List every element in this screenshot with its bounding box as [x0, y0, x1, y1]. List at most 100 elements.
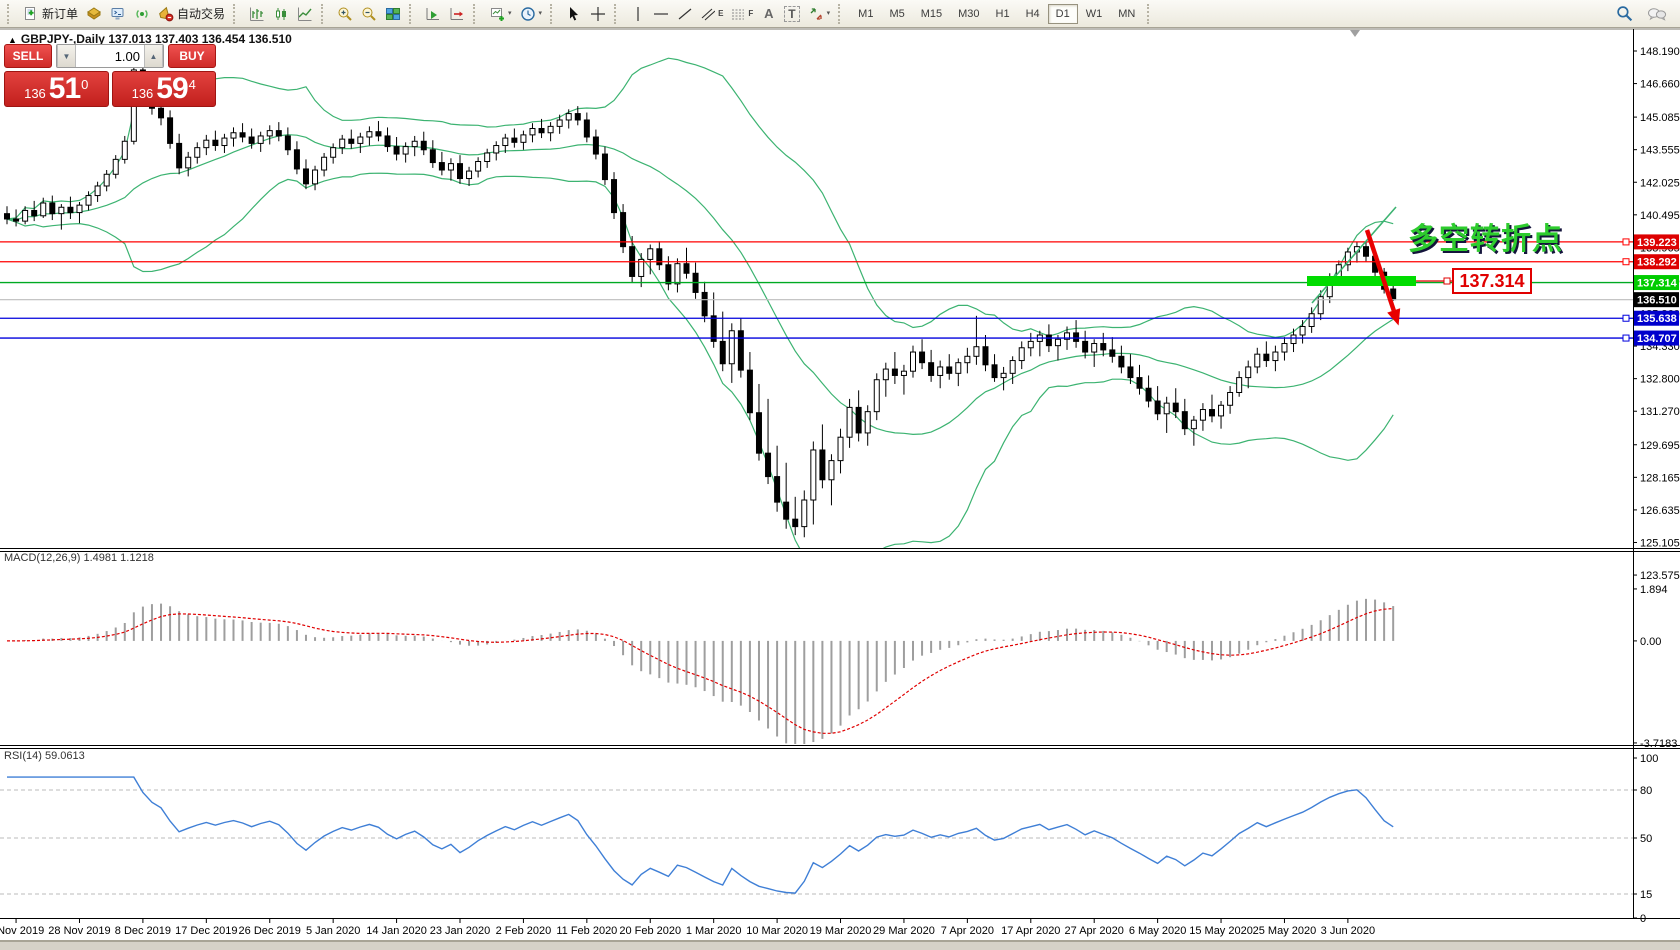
- line-chart-mode-button[interactable]: [293, 3, 317, 25]
- chat-button[interactable]: [1643, 3, 1671, 25]
- bar-chart-mode-button[interactable]: [245, 3, 269, 25]
- horizontal-line-tool-button[interactable]: [649, 3, 673, 25]
- timeframe-m1-button[interactable]: M1: [850, 4, 881, 24]
- channel-tool-button[interactable]: E: [697, 3, 727, 25]
- profiles-button[interactable]: ▾: [516, 3, 547, 25]
- new-chart-button[interactable]: ▾: [485, 3, 516, 25]
- sell-button[interactable]: SELL: [4, 44, 52, 68]
- candle: [837, 436, 844, 462]
- candle: [656, 248, 663, 266]
- svg-text:0: 0: [1640, 913, 1646, 925]
- axes-layer: 148.190 146.660 145.085 143.555 142.025 140.4…: [0, 28, 1680, 941]
- candle: [964, 355, 971, 364]
- signals-button[interactable]: [130, 3, 154, 25]
- fibonacci-icon: [732, 9, 745, 19]
- turning-point-annotation[interactable]: 多空转折点: [1408, 223, 1563, 256]
- horizontal-line-icon: [654, 12, 669, 15]
- timeframe-d1-button[interactable]: D1: [1047, 3, 1078, 24]
- sell-arrow: [1364, 229, 1396, 312]
- price-axis[interactable]: [1633, 29, 1680, 918]
- volume-input[interactable]: [76, 45, 144, 67]
- candle: [1199, 409, 1206, 421]
- market-watch-button[interactable]: [82, 3, 106, 25]
- new-order-button[interactable]: 新订单: [19, 3, 82, 25]
- date-label: 1 Mar 2020: [686, 925, 742, 937]
- candle: [556, 119, 563, 127]
- timeframe-m30-button[interactable]: M30: [950, 4, 987, 24]
- auto-scroll-button[interactable]: [421, 3, 445, 25]
- candle: [946, 366, 953, 374]
- svg-text:140.495: 140.495: [1640, 210, 1680, 222]
- bollinger-band-line: [6, 57, 1394, 339]
- pane-splitter-macd[interactable]: [0, 545, 1680, 552]
- chart-shift-button[interactable]: [445, 3, 469, 25]
- candle: [1308, 313, 1315, 327]
- svg-text:1.894: 1.894: [1640, 584, 1668, 596]
- timeframe-m15-button[interactable]: M15: [913, 4, 950, 24]
- candle: [601, 153, 608, 181]
- candle: [266, 130, 273, 137]
- search-button[interactable]: [1612, 3, 1637, 25]
- zoom-in-icon: [338, 7, 352, 21]
- timeframe-h4-button[interactable]: H4: [1018, 4, 1048, 24]
- candle: [1027, 340, 1034, 349]
- svg-text:-3.7183: -3.7183: [1640, 738, 1677, 750]
- candle: [330, 147, 337, 158]
- candlestick-mode-button[interactable]: [269, 3, 293, 25]
- arrows-tool-button[interactable]: ▾: [804, 3, 835, 25]
- zoom-out-button[interactable]: [357, 3, 381, 25]
- candle: [937, 366, 944, 376]
- candle: [611, 179, 618, 214]
- svg-text:139.223: 139.223: [1637, 237, 1677, 249]
- cursor-tool-button[interactable]: [562, 3, 586, 25]
- zoom-in-button[interactable]: [333, 3, 357, 25]
- text-tool-button[interactable]: A: [757, 3, 780, 25]
- timeframe-m5-button[interactable]: M5: [881, 4, 912, 24]
- price-level-flag[interactable]: 137.314: [1452, 268, 1532, 294]
- buy-button[interactable]: BUY: [168, 44, 216, 68]
- text-tool-icon: A: [764, 6, 774, 21]
- toolbar: 新订单 自动交易: [0, 0, 1680, 28]
- terminal-button[interactable]: [106, 3, 130, 25]
- crosshair-tool-button[interactable]: [586, 3, 610, 25]
- candle: [900, 370, 907, 376]
- rsi-indicator-label: RSI(14) 59.0613: [4, 750, 85, 762]
- trendline-tool-button[interactable]: [673, 3, 697, 25]
- pane-splitter-rsi[interactable]: [0, 742, 1680, 749]
- chevron-down-icon: ▾: [538, 10, 543, 17]
- auto-scroll-icon: [426, 7, 440, 20]
- candle: [665, 264, 672, 285]
- vertical-line-tool-button[interactable]: [626, 3, 649, 25]
- candle: [248, 136, 255, 144]
- candle: [312, 169, 319, 185]
- timeframe-h1-button[interactable]: H1: [988, 4, 1018, 24]
- timeframe-w1-button[interactable]: W1: [1078, 4, 1111, 24]
- candle: [475, 160, 482, 172]
- candle: [928, 362, 935, 376]
- price-badge: [1634, 275, 1679, 291]
- candle: [1245, 366, 1252, 379]
- date-label: 11 Feb 2020: [556, 925, 617, 937]
- candle: [49, 202, 56, 215]
- tile-windows-button[interactable]: [381, 3, 405, 25]
- volume-increase-button[interactable]: ▲: [144, 45, 163, 67]
- volume-decrease-button[interactable]: ▼: [57, 45, 76, 67]
- autotrading-label: 自动交易: [177, 7, 226, 21]
- timeframe-mn-button[interactable]: MN: [1110, 4, 1143, 24]
- sell-price-display[interactable]: 136 51 0: [4, 71, 109, 107]
- candle: [76, 204, 83, 214]
- fibonacci-tool-button[interactable]: F: [727, 3, 757, 25]
- time-axis[interactable]: [0, 919, 1633, 940]
- buy-price-display[interactable]: 136 59 4: [111, 71, 216, 107]
- autotrading-button[interactable]: 自动交易: [154, 3, 229, 25]
- candle: [910, 351, 916, 372]
- candle: [1208, 409, 1215, 417]
- label-tool-button[interactable]: T: [780, 3, 803, 25]
- date-label: 27 Apr 2020: [1065, 925, 1124, 937]
- candle: [511, 137, 518, 143]
- candle: [1317, 296, 1324, 315]
- candle: [457, 163, 463, 180]
- toolbar-drag-handle[interactable]: [7, 3, 15, 24]
- svg-text:50: 50: [1640, 833, 1652, 845]
